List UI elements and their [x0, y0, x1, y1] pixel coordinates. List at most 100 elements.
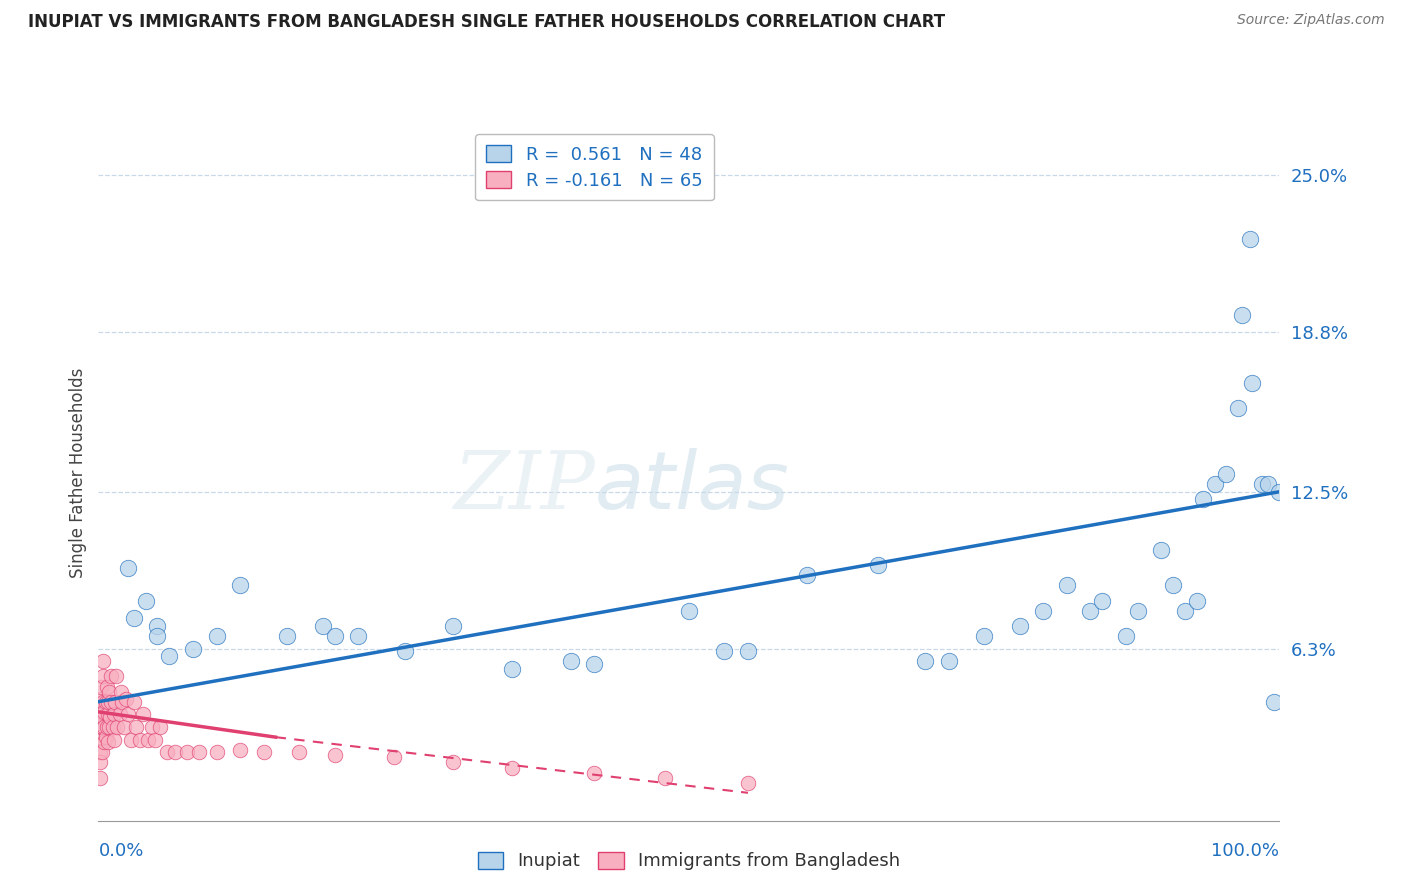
Point: [583, 657, 606, 671]
Point: [157, 649, 180, 664]
Point: [1056, 578, 1078, 592]
Point: [135, 593, 157, 607]
Point: [678, 604, 700, 618]
Point: [323, 747, 346, 762]
Point: [312, 619, 335, 633]
Point: [796, 568, 818, 582]
Point: [1241, 376, 1264, 390]
Point: [143, 732, 166, 747]
Point: [105, 669, 128, 683]
Point: [1091, 593, 1114, 607]
Text: ZIP: ZIP: [453, 448, 595, 525]
Point: [89, 730, 111, 744]
Point: [93, 705, 115, 719]
Point: [187, 745, 209, 759]
Point: [111, 695, 134, 709]
Point: [96, 680, 118, 694]
Point: [98, 710, 121, 724]
Point: [1161, 578, 1184, 592]
Point: [441, 619, 464, 633]
Point: [93, 720, 115, 734]
Point: [96, 720, 118, 734]
Point: [1174, 604, 1197, 618]
Point: [288, 745, 311, 759]
Point: [866, 558, 889, 573]
Point: [121, 732, 143, 747]
Point: [136, 732, 159, 747]
Point: [108, 707, 131, 722]
Point: [323, 629, 346, 643]
Point: [276, 629, 298, 643]
Point: [394, 644, 416, 658]
Point: [91, 654, 114, 668]
Point: [176, 745, 198, 759]
Point: [90, 720, 112, 734]
Point: [347, 629, 370, 643]
Y-axis label: Single Father Households: Single Father Households: [69, 368, 87, 578]
Point: [1150, 543, 1173, 558]
Point: [98, 720, 121, 734]
Point: [97, 695, 120, 709]
Point: [146, 619, 169, 633]
Point: [141, 720, 163, 734]
Point: [100, 669, 122, 683]
Point: [110, 684, 132, 698]
Point: [91, 695, 114, 709]
Point: [382, 750, 405, 764]
Text: 100.0%: 100.0%: [1212, 841, 1279, 860]
Point: [101, 720, 124, 734]
Point: [117, 560, 139, 574]
Point: [114, 692, 136, 706]
Point: [89, 771, 111, 785]
Point: [914, 654, 936, 668]
Point: [103, 732, 125, 747]
Point: [89, 745, 111, 759]
Point: [93, 735, 115, 749]
Point: [146, 629, 169, 643]
Legend: Inupiat, Immigrants from Bangladesh: Inupiat, Immigrants from Bangladesh: [471, 845, 907, 878]
Point: [91, 720, 114, 734]
Point: [1227, 401, 1250, 416]
Point: [938, 654, 960, 668]
Point: [1257, 477, 1279, 491]
Point: [90, 705, 112, 719]
Point: [91, 710, 114, 724]
Point: [205, 629, 228, 643]
Point: [1080, 604, 1102, 618]
Point: [737, 775, 759, 789]
Point: [165, 745, 187, 759]
Point: [560, 654, 582, 668]
Point: [654, 771, 676, 785]
Point: [91, 669, 114, 683]
Point: [1126, 604, 1149, 618]
Point: [1191, 492, 1213, 507]
Point: [122, 611, 145, 625]
Point: [583, 765, 606, 780]
Point: [441, 756, 464, 770]
Point: [97, 707, 120, 722]
Point: [1250, 477, 1272, 491]
Point: [94, 730, 117, 744]
Point: [91, 745, 114, 759]
Point: [105, 720, 128, 734]
Point: [501, 760, 523, 774]
Point: [1115, 629, 1137, 643]
Point: [89, 756, 111, 770]
Point: [1230, 308, 1253, 322]
Point: [1263, 695, 1285, 709]
Point: [713, 644, 735, 658]
Point: [149, 720, 172, 734]
Point: [97, 735, 120, 749]
Point: [229, 578, 252, 592]
Point: [1204, 477, 1226, 491]
Point: [90, 692, 112, 706]
Text: Source: ZipAtlas.com: Source: ZipAtlas.com: [1237, 13, 1385, 28]
Point: [128, 732, 150, 747]
Point: [156, 745, 179, 759]
Text: atlas: atlas: [595, 448, 789, 525]
Point: [973, 629, 995, 643]
Point: [117, 707, 139, 722]
Point: [125, 720, 148, 734]
Point: [122, 695, 145, 709]
Text: 0.0%: 0.0%: [98, 841, 143, 860]
